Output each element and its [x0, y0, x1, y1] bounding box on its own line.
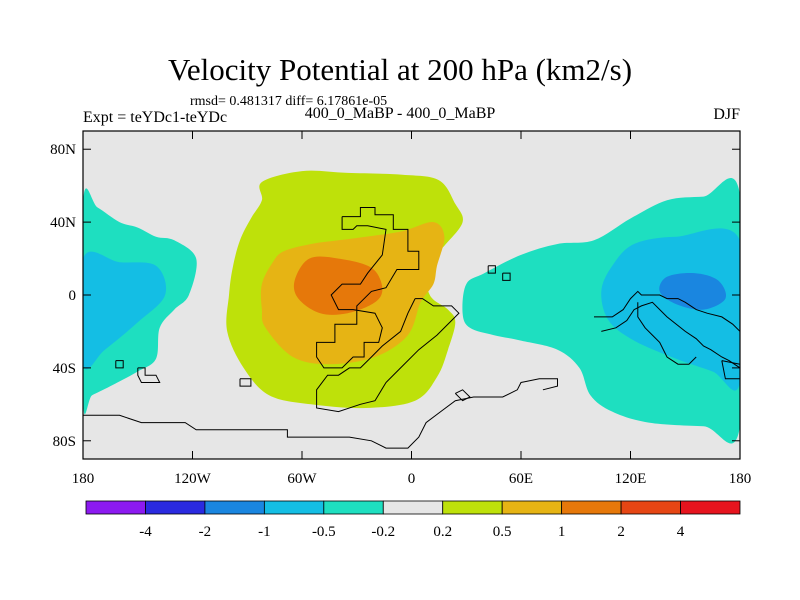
colorbar-box — [323, 500, 384, 515]
colorbar-box — [263, 500, 325, 515]
x-tick-label: 120W — [174, 471, 212, 487]
plot-area — [83, 131, 740, 459]
y-tick-label: 80S — [53, 434, 76, 450]
plot-frame: 180 120W 60W 0 60E 120E 180 80N 40N 0 40S 80S — [50, 130, 752, 487]
chart-title: Velocity Potential at 200 hPa (km2/s) — [167, 52, 633, 87]
colorbar-label: 0.2 — [433, 524, 452, 540]
colorbar-label: -0.2 — [371, 524, 395, 540]
colorbar-box — [620, 500, 681, 515]
colorbar-box — [85, 500, 146, 515]
y-tick-label: 40S — [53, 361, 76, 377]
colorbar-box — [442, 500, 503, 515]
colorbar-box — [561, 500, 622, 515]
colorbar-box — [145, 500, 206, 515]
y-tick-label: 80N — [50, 142, 76, 158]
coastline-asia-west — [637, 302, 697, 365]
period-label: 400_0_MaBP - 400_0_MaBP — [304, 105, 496, 122]
coastline-islands-1 — [487, 265, 496, 274]
x-tick-label: 0 — [408, 471, 416, 487]
coastline-australia-outline — [601, 301, 740, 369]
x-tick-label: 180 — [72, 471, 95, 487]
stats-label: rmsd= 0.481317 diff= 6.17861e-05 — [190, 94, 388, 109]
coastline-islands-5 — [239, 378, 252, 387]
coastline-islands-4 — [115, 360, 124, 369]
colorbar-label: 4 — [677, 524, 685, 540]
experiment-label: Expt = teYDc1-teYDc — [83, 109, 228, 126]
coastline-islands-6 — [721, 360, 740, 380]
colorbar-label: -0.5 — [312, 524, 336, 540]
coastline-islands-2 — [502, 272, 511, 281]
contour-region-negative-east-0.5-1 — [601, 228, 740, 391]
x-tick-label: 120E — [615, 471, 647, 487]
y-tick-label: 40N — [50, 215, 76, 231]
y-tick-label: 0 — [69, 288, 77, 304]
colorbar-label: -2 — [199, 524, 212, 540]
colorbar-label: 1 — [558, 524, 566, 540]
contour-region-negative-west-0.5-1 — [83, 251, 167, 370]
colorbar-label: -1 — [258, 524, 271, 540]
colorbar-label: -4 — [139, 524, 152, 540]
contour-region-negative-east-1-2 — [659, 272, 727, 310]
colorbar-box — [382, 500, 444, 515]
colorbar-box — [501, 500, 563, 515]
season-label: DJF — [713, 106, 740, 123]
coastline-south-america — [316, 298, 460, 413]
coastline-islands-3 — [137, 367, 161, 383]
colorbar: -4 -2 -1 -0.5 -0.2 0.2 0.5 1 2 4 — [85, 500, 741, 540]
colorbar-label: 0.5 — [493, 524, 512, 540]
contour-region-positive-1-2 — [293, 256, 383, 315]
coastline-islands-7 — [454, 389, 471, 402]
colorbar-box — [680, 500, 741, 515]
x-tick-label: 180 — [729, 471, 752, 487]
colorbar-box — [204, 500, 265, 515]
coastline-north-america — [316, 207, 420, 369]
coastline-africa-east — [594, 290, 740, 332]
x-tick-label: 60E — [509, 471, 533, 487]
x-tick-label: 60W — [287, 471, 317, 487]
coastline-sub-antarctic — [83, 378, 558, 449]
colorbar-label: 2 — [617, 524, 625, 540]
